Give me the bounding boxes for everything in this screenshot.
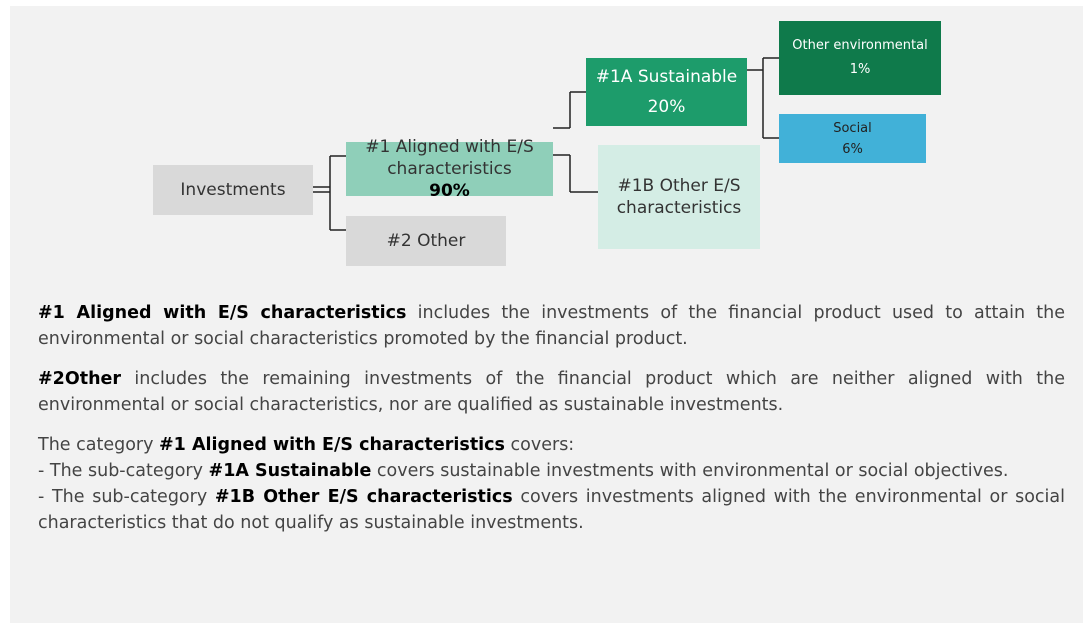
- node-label: #1 Aligned with E/S characteristics: [365, 137, 534, 179]
- panel: [10, 6, 1083, 623]
- description: #1 Aligned with E/S characteristics incl…: [38, 300, 1065, 536]
- node-label: Investments: [180, 180, 286, 200]
- paragraph: #1 Aligned with E/S characteristics incl…: [38, 300, 1065, 352]
- paragraph: #2Other includes the remaining investmen…: [38, 366, 1065, 418]
- node: Social 6%: [779, 114, 926, 163]
- bold-text: #1 Aligned with E/S characteristics: [159, 435, 505, 455]
- node: #1A Sustainable 20%: [586, 58, 747, 126]
- connectors: [313, 57, 779, 231]
- node-label: Other environmental: [792, 38, 928, 53]
- node-value: 6%: [842, 141, 863, 157]
- text: covers sustainable investments with envi…: [371, 461, 1009, 481]
- bold-text: #1A Sustainable: [208, 461, 372, 481]
- text: - The sub-category: [38, 461, 209, 481]
- bold-text: #2Other: [38, 369, 122, 389]
- node: Other environmental 1%: [779, 21, 941, 95]
- node-value: 90%: [429, 181, 470, 201]
- node-label: #2 Other: [386, 231, 466, 251]
- node-label: #1A Sustainable: [595, 67, 738, 87]
- text: covers:: [504, 435, 575, 455]
- paragraph: The category #1 Aligned with E/S charact…: [38, 432, 1065, 458]
- text: covers investments aligned with the envi…: [38, 487, 1065, 533]
- text: The category: [38, 435, 160, 455]
- paragraph: - The sub-category #1A Sustainable cover…: [38, 458, 1065, 484]
- paragraph: - The sub-category #1B Other E/S charact…: [38, 484, 1065, 536]
- node-label: Social: [833, 120, 872, 136]
- text: - The sub-category: [38, 487, 215, 507]
- node: #1B Other E/S characteristics: [598, 145, 760, 249]
- node: #2 Other: [346, 216, 506, 266]
- bold-text: #1 Aligned with E/S characteristics: [38, 303, 407, 323]
- node: #1 Aligned with E/S characteristics 90%: [346, 137, 553, 201]
- node-label: #1B Other E/S characteristics: [616, 176, 742, 218]
- bold-text: #1B Other E/S characteristics: [214, 487, 513, 507]
- text: includes the investments of the financia…: [38, 303, 1065, 349]
- node-value: 1%: [849, 62, 871, 77]
- text: includes the remaining investments of th…: [38, 369, 1065, 415]
- node-value: 20%: [647, 97, 686, 117]
- node: Investments: [153, 165, 313, 215]
